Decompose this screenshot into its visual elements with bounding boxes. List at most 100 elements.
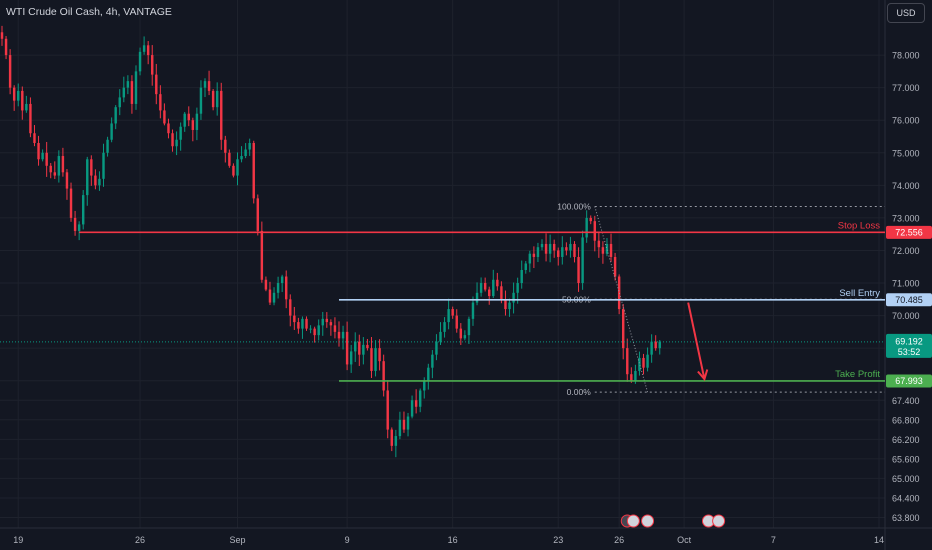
candle-body xyxy=(496,279,499,287)
candle-body xyxy=(569,243,572,251)
economic-event-icon xyxy=(641,514,655,528)
candle-body xyxy=(171,133,174,147)
grid xyxy=(0,0,885,528)
candle-body xyxy=(236,159,239,176)
candle-body xyxy=(33,133,36,143)
candle-body xyxy=(151,55,154,75)
candle-body xyxy=(207,81,211,91)
candle-body xyxy=(362,344,365,355)
candle-body xyxy=(134,71,138,104)
candle-body xyxy=(500,286,503,300)
take-profit-price-tag xyxy=(886,374,932,388)
candle-body xyxy=(45,152,48,166)
candle-body xyxy=(268,289,272,303)
stop-loss-price-tag xyxy=(886,225,932,239)
x-tick-label: 16 xyxy=(448,535,458,545)
candle-body xyxy=(167,123,170,134)
candle-body xyxy=(597,240,601,248)
candle-body xyxy=(17,90,20,101)
y-tick-label: 77.000 xyxy=(892,83,920,93)
candles xyxy=(0,25,661,458)
stop-loss-label: Stop Loss xyxy=(838,220,880,231)
y-tick-label: 65.600 xyxy=(892,454,920,464)
candle-body xyxy=(305,318,308,329)
candle-body xyxy=(12,87,16,101)
take-profit-price-label: 67.993 xyxy=(895,376,923,386)
candle-body xyxy=(561,247,564,257)
candle-body xyxy=(110,123,113,140)
candle-body xyxy=(183,113,186,127)
sell-arrow-shaft xyxy=(687,302,706,380)
economic-event-icon xyxy=(712,514,726,528)
candle-body xyxy=(345,331,349,365)
candle-body xyxy=(390,429,393,446)
candle-body xyxy=(642,357,645,368)
candle-body xyxy=(301,318,304,329)
candle-body xyxy=(577,256,580,284)
candle-body xyxy=(0,32,4,39)
current-price-label: 69.192 xyxy=(895,336,923,346)
candle-body xyxy=(386,390,389,430)
candle-body xyxy=(297,322,300,329)
candle-body xyxy=(248,143,251,150)
candle-body xyxy=(317,325,320,336)
candle-body xyxy=(613,256,617,277)
candle-body xyxy=(126,81,130,88)
candle-body xyxy=(524,263,527,270)
candle-body xyxy=(443,322,446,332)
candle-body xyxy=(479,283,483,293)
candle-body xyxy=(69,188,73,218)
candle-body xyxy=(447,309,450,323)
candle-body xyxy=(483,283,487,290)
candle-body xyxy=(593,221,597,241)
candle-body xyxy=(220,90,223,140)
candle-body xyxy=(605,243,609,254)
candle-body xyxy=(638,357,641,371)
candle-body xyxy=(406,416,410,430)
candle-body xyxy=(508,302,511,310)
candle-body xyxy=(224,139,227,153)
candle-body xyxy=(289,299,292,316)
x-tick-label: 23 xyxy=(553,535,563,545)
candle-body xyxy=(398,419,402,437)
candle-body xyxy=(98,178,101,186)
candle-body xyxy=(557,250,560,257)
y-tick-label: 74.000 xyxy=(892,181,920,191)
candle-body xyxy=(240,156,243,160)
candle-body xyxy=(418,390,422,407)
candle-body xyxy=(53,172,57,176)
candle-body xyxy=(654,341,657,349)
fib-level-label: 100.00% xyxy=(557,202,591,212)
candle-body xyxy=(650,341,653,355)
candle-body xyxy=(155,74,158,95)
candle-body xyxy=(25,103,28,111)
candle-body xyxy=(163,110,166,124)
candle-body xyxy=(228,152,231,166)
candle-body xyxy=(492,279,495,297)
candle-body xyxy=(488,289,491,297)
candle-body xyxy=(455,315,458,329)
x-tick-label: 26 xyxy=(135,535,145,545)
candle-body xyxy=(565,247,568,251)
candle-body xyxy=(203,81,207,88)
y-tick-label: 66.800 xyxy=(892,415,920,425)
sell-entry-price-tag xyxy=(886,293,932,307)
candle-body xyxy=(232,165,235,176)
candle-body xyxy=(589,217,592,222)
candle-body xyxy=(73,217,77,231)
candle-body xyxy=(130,81,134,104)
candle-body xyxy=(512,292,515,303)
candle-body xyxy=(504,299,507,310)
currency-button[interactable]: USD xyxy=(887,3,925,23)
candle-body xyxy=(540,243,544,248)
candle-body xyxy=(552,243,556,251)
y-tick-label: 67.400 xyxy=(892,396,920,406)
candle-body xyxy=(191,120,195,130)
candle-body xyxy=(65,172,69,189)
candle-body xyxy=(175,139,178,147)
candle-body xyxy=(341,331,345,339)
candle-body xyxy=(528,253,532,264)
candle-body xyxy=(516,283,519,293)
candle-body xyxy=(29,103,32,134)
